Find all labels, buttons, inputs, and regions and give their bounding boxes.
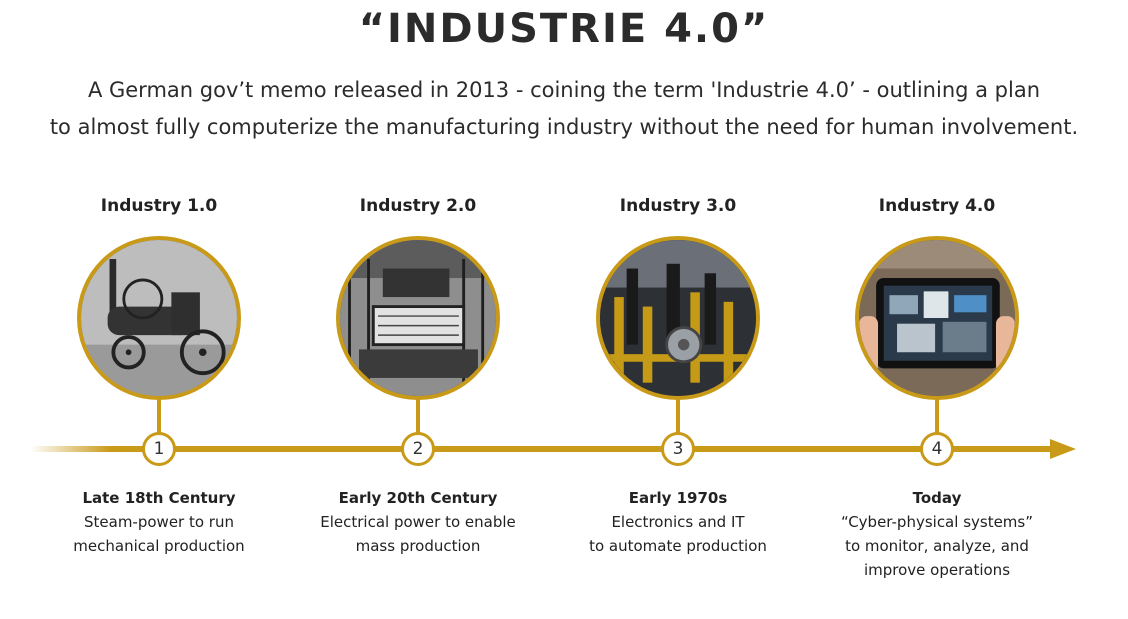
era-title-2: Industry 2.0	[359, 196, 477, 216]
subtitle-line-2: to almost fully computerize the manufact…	[49, 115, 1079, 139]
era-desc-3-line-2: to automate production	[589, 537, 767, 555]
era-desc-4-line-2: to monitor, analyze, and	[845, 537, 1029, 555]
era-period-2: Early 20th Century	[338, 489, 498, 507]
era-title-3: Industry 3.0	[619, 196, 737, 216]
timeline-marker-3: 3	[661, 432, 695, 466]
era-desc-3-line-1: Electronics and IT	[611, 513, 745, 531]
weaving-loom-image	[336, 236, 500, 400]
era-period-4: Today	[912, 489, 962, 507]
steam-engine-image	[77, 236, 241, 400]
era-description-2: Early 20th Century Electrical power to e…	[303, 486, 533, 558]
era-desc-2-line-2: mass production	[355, 537, 481, 555]
era-desc-1-line-2: mechanical production	[73, 537, 245, 555]
era-desc-2-line-1: Electrical power to enable	[320, 513, 516, 531]
era-description-3: Early 1970s Electronics and IT to automa…	[563, 486, 793, 558]
era-desc-4-line-1: “Cyber-physical systems”	[840, 513, 1034, 531]
timeline-marker-4: 4	[920, 432, 954, 466]
timeline-marker-1: 1	[142, 432, 176, 466]
era-period-1: Late 18th Century	[82, 489, 236, 507]
era-desc-1-line-1: Steam-power to run	[84, 513, 234, 531]
era-description-4: Today “Cyber-physical systems” to monito…	[822, 486, 1052, 582]
era-period-3: Early 1970s	[628, 489, 728, 507]
era-title-1: Industry 1.0	[100, 196, 218, 216]
timeline-marker-2: 2	[401, 432, 435, 466]
tablet-control-image	[855, 236, 1019, 400]
subtitle-line-1: A German gov’t memo released in 2013 - c…	[87, 78, 1041, 102]
automated-assembly-image	[596, 236, 760, 400]
page-title: “INDUSTRIE 4.0”	[358, 6, 770, 52]
era-description-1: Late 18th Century Steam-power to run mec…	[44, 486, 274, 558]
era-title-4: Industry 4.0	[878, 196, 996, 216]
era-desc-4-line-3: improve operations	[863, 561, 1011, 579]
